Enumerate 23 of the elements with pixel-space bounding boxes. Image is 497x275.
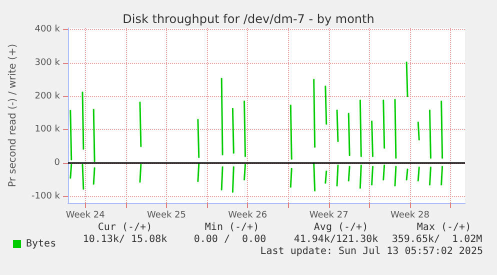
text: Min (-/+) <box>204 222 260 234</box>
x-tick-label: Week 27 <box>309 210 348 220</box>
x-tick-label: Week 24 <box>66 210 106 220</box>
x-tick-label: Week 26 <box>228 210 268 220</box>
x-tick-label: Week 25 <box>147 210 186 220</box>
text: 0.00 / 0.00 <box>194 234 266 246</box>
y-tick-label: 100 k <box>34 124 61 135</box>
y-axis-title: Pr second read (-) / write (+) <box>8 44 18 188</box>
y-tick-label: 0 <box>54 158 60 168</box>
text: 10.13k/ 15.08k <box>82 234 168 246</box>
text: Last update: Sun Jul 13 05:57:02 2025 <box>260 246 483 258</box>
y-tick-label: 300 k <box>34 58 61 68</box>
y-tick-label: 200 k <box>34 91 61 102</box>
x-tick-label: Week 28 <box>390 210 430 220</box>
y-tick-label: -100 k <box>32 191 61 202</box>
chart-title: Disk throughput for /dev/dm-7 - by month <box>122 12 374 26</box>
text: 41.94k/121.30k <box>294 234 378 246</box>
text: 359.65k/ 1.02M <box>392 234 482 246</box>
y-tick-label: 400 k <box>34 24 61 35</box>
text: Cur (-/+) <box>98 222 152 234</box>
legend-label: Bytes <box>26 238 56 250</box>
text: Avg (-/+) <box>314 222 368 234</box>
text: Max (-/+) <box>416 222 472 234</box>
